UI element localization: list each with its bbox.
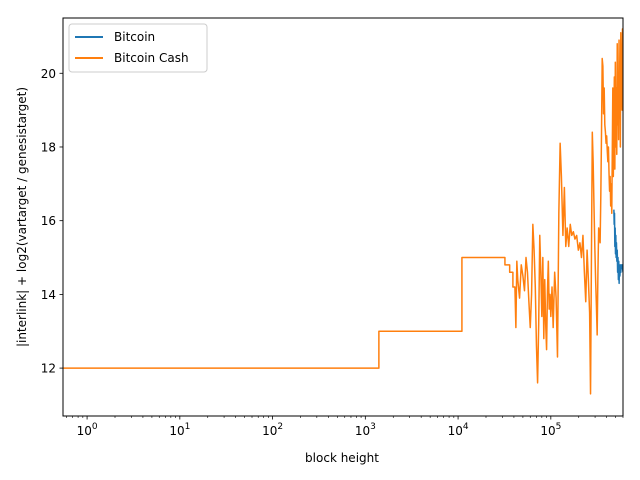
series-line-bitcoin bbox=[613, 209, 623, 285]
axes-frame bbox=[62, 17, 624, 417]
y-tick-label: 14 bbox=[41, 288, 56, 302]
y-axis-label: |interlink| + log2(vartarget / genesista… bbox=[15, 87, 29, 347]
x-axis-label: block height bbox=[305, 451, 379, 465]
series-layer bbox=[63, 28, 623, 395]
x-tick-label: 102 bbox=[262, 422, 283, 438]
series-line-bitcoin-cash bbox=[63, 28, 623, 395]
legend-label-bitcoin: Bitcoin bbox=[114, 30, 155, 44]
y-axis-ticks: 12 14 16 18 20 bbox=[41, 67, 63, 376]
legend-label-bitcoin-cash: Bitcoin Cash bbox=[114, 51, 189, 65]
x-tick-label: 103 bbox=[355, 422, 376, 438]
y-tick-label: 16 bbox=[41, 214, 56, 228]
y-tick-label: 20 bbox=[41, 67, 56, 81]
x-tick-label: 104 bbox=[448, 422, 469, 438]
y-tick-label: 12 bbox=[41, 362, 56, 376]
y-tick-label: 18 bbox=[41, 140, 56, 154]
x-tick-label: 100 bbox=[77, 422, 98, 438]
x-tick-label: 105 bbox=[540, 422, 561, 438]
plot-area bbox=[63, 18, 623, 416]
legend: Bitcoin Bitcoin Cash bbox=[68, 23, 208, 73]
legend-box bbox=[68, 23, 208, 73]
x-axis-ticks: 100 101 102 103 104 105 bbox=[66, 416, 624, 438]
x-tick-label: 101 bbox=[169, 422, 190, 438]
